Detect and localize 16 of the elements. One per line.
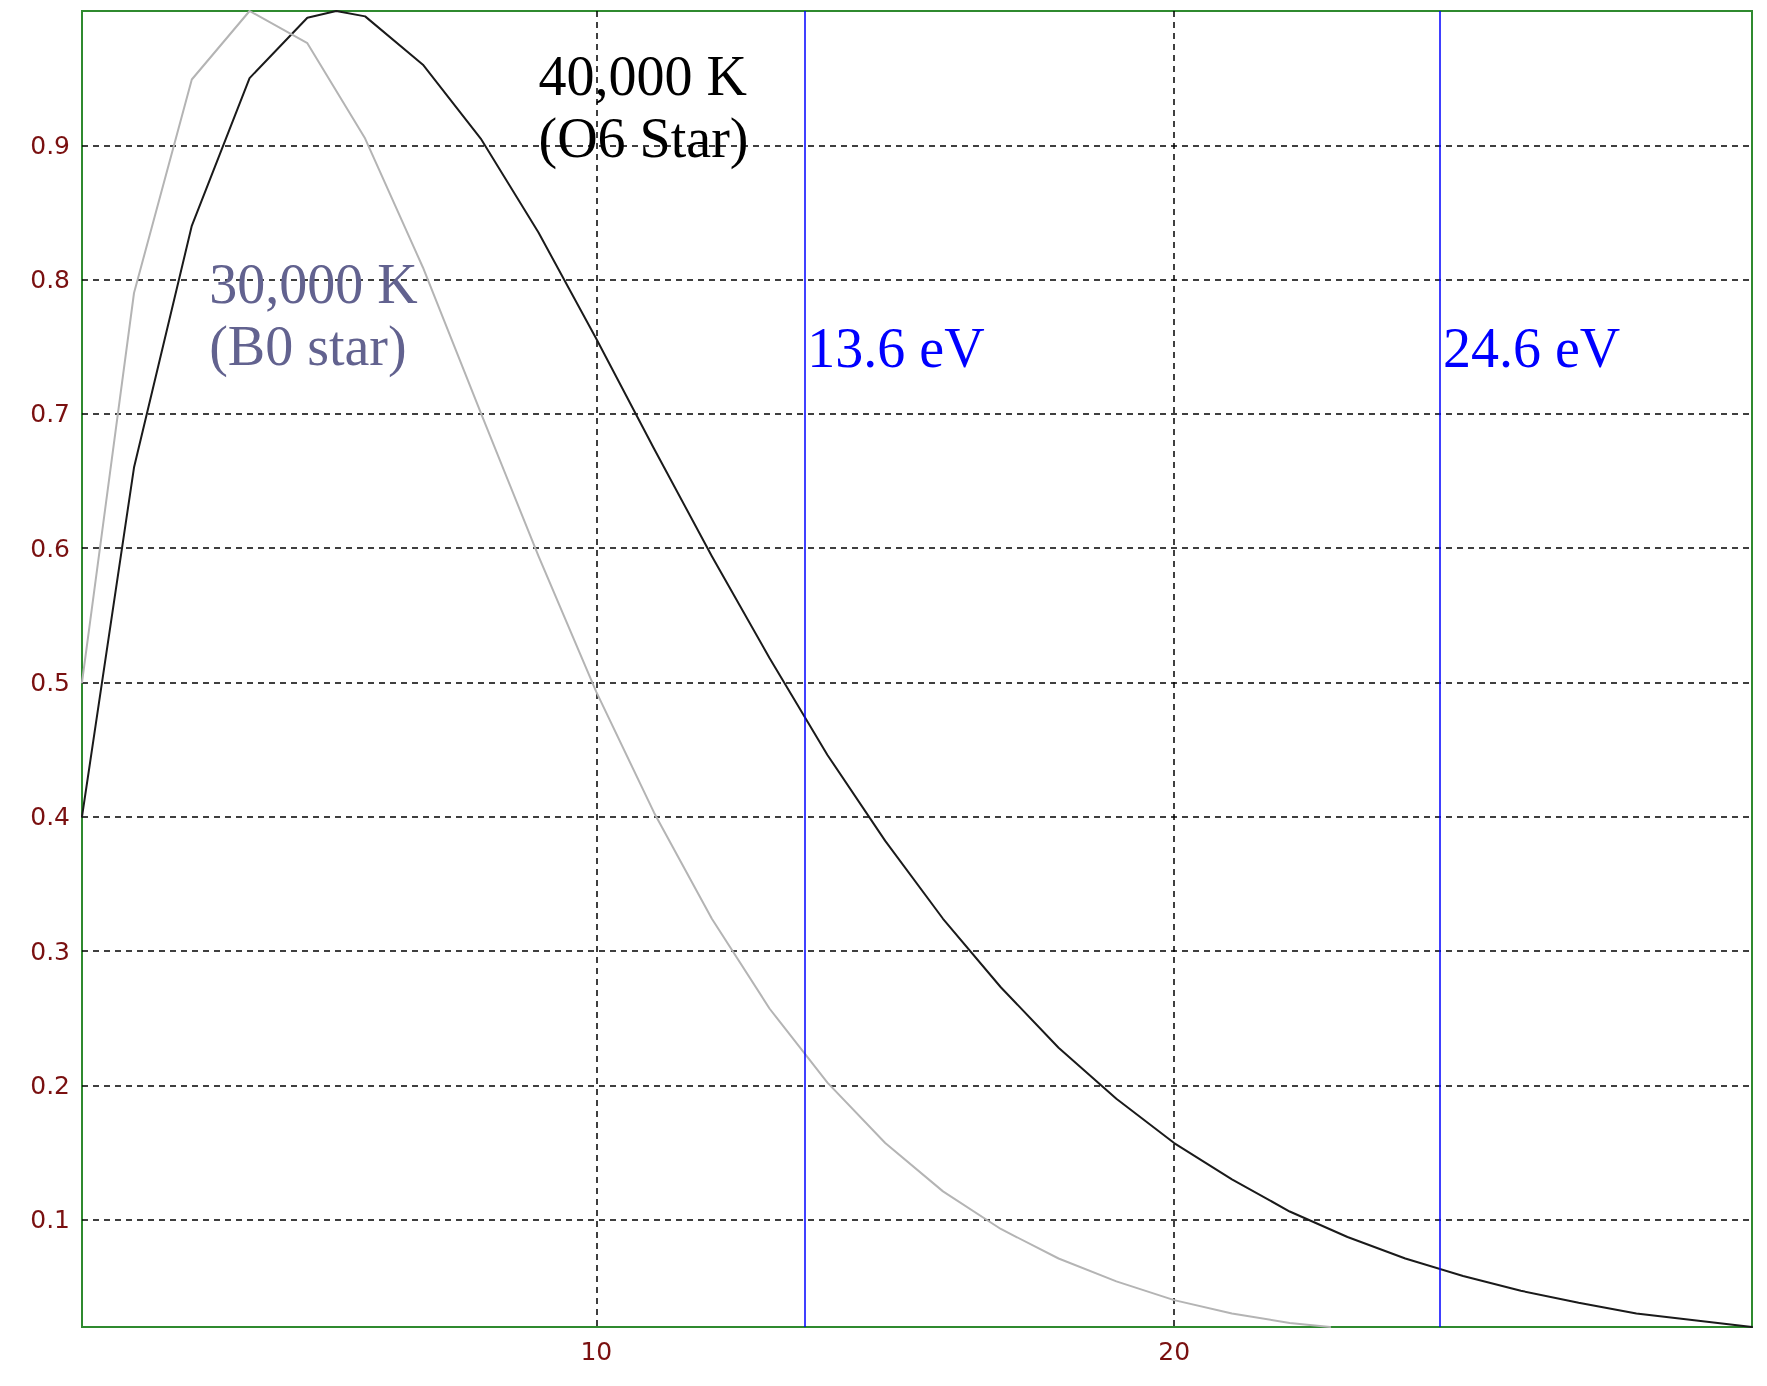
- y-tick-label: 0.1: [30, 1205, 70, 1235]
- y-tick-label: 0.4: [30, 802, 70, 832]
- y-tick-label: 0.6: [30, 533, 70, 563]
- y-tick-label: 0.2: [30, 1070, 70, 1100]
- line-series: [81, 10, 1753, 1328]
- y-tick-label: 0.9: [30, 130, 70, 160]
- x-tick-label: 10: [580, 1337, 613, 1366]
- x-tick-label: 20: [1158, 1337, 1191, 1366]
- ref-line-label: 13.6 eV: [807, 317, 985, 379]
- series-label: 40,000 K (O6 Star): [538, 44, 749, 170]
- y-tick-label: 0.8: [30, 265, 70, 295]
- y-tick-label: 0.7: [30, 399, 70, 429]
- y-tick-label: 0.3: [30, 936, 70, 966]
- y-tick-label: 0.5: [30, 667, 70, 697]
- ref-line-label: 24.6 eV: [1442, 317, 1621, 379]
- line-series: [81, 10, 1332, 1328]
